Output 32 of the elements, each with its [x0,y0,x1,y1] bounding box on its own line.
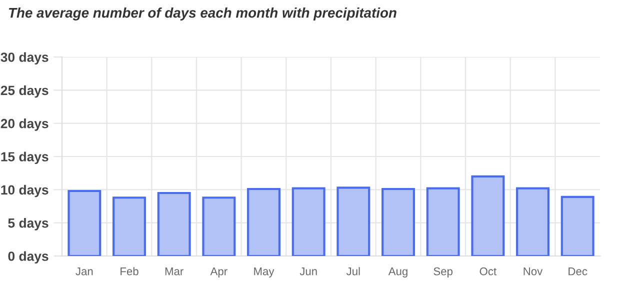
bar [382,188,415,256]
y-tick-label: 5 days [8,218,48,230]
x-tick-label: Mar [165,268,184,276]
bar [336,186,370,256]
bar [202,196,236,256]
bar [471,175,505,256]
bar [247,188,280,256]
x-tick-label: Jul [346,267,360,276]
x-tick-label: Nov [524,268,543,276]
x-tick-label: Oct [480,267,496,276]
x-tick-label: Feb [120,267,138,276]
y-tick-label: 0 days [8,251,48,264]
x-tick-label: May [254,268,274,278]
y-tick-label: 25 days [0,85,48,98]
x-tick-label: Apr [210,268,228,278]
bar [112,196,146,256]
bar [157,192,191,256]
y-tick-label: 15 days [1,152,48,164]
y-tick-label: 30 days [0,52,48,65]
x-tick-label: Jan [76,268,93,276]
x-tick-label: Dec [568,268,588,276]
bar [426,187,460,256]
bar [560,196,594,256]
x-tick-label: Sep [434,267,453,278]
bar [68,190,102,256]
chart-title: The average number of days each month with precipitation [8,8,396,20]
x-tick-label: Aug [388,268,408,278]
y-tick-label: 10 days [1,184,48,198]
y-tick-label: 20 days [0,118,48,131]
x-tick-label: Jun [300,268,317,276]
bar [516,187,550,256]
bar [292,187,326,256]
